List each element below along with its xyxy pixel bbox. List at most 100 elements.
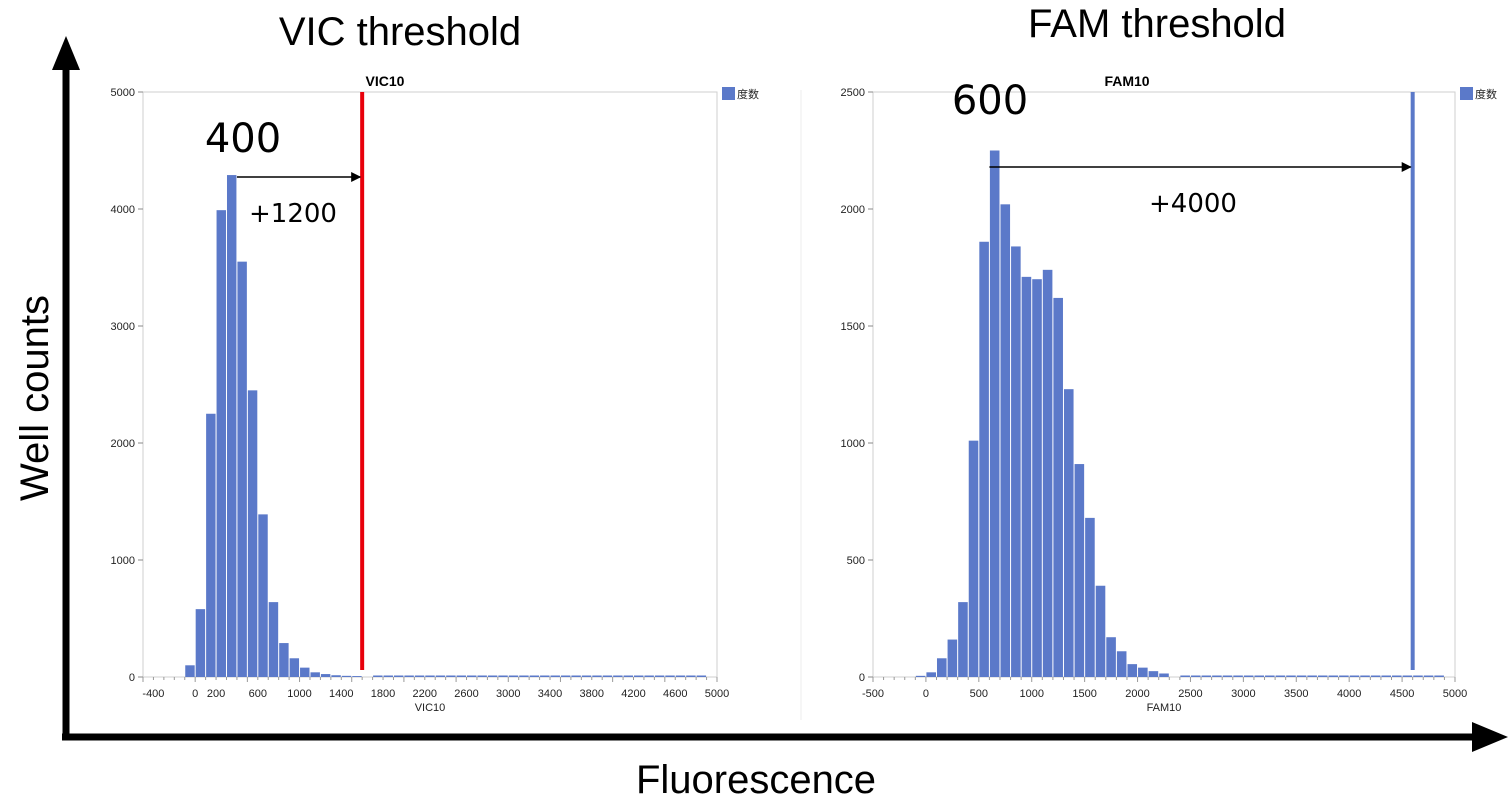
histogram-bar [915,675,926,677]
tail-bar [1392,675,1402,677]
histogram-bar [1011,246,1021,677]
x-tick-label: 2200 [413,688,437,700]
tail-bar [623,675,634,677]
tail-bar [1233,675,1243,677]
tail-bar [1349,675,1360,677]
x-tick-label: 1400 [329,688,353,700]
y-tick-label: 1000 [841,438,865,450]
tail-bar [592,675,602,677]
tail-bar [1201,675,1212,677]
tail-bar [550,675,560,677]
tail-bar [665,675,675,677]
fam10-histogram: FAM10 度数 0 500 1000 1500 2000 2500 -500 0 500 1000 1… [841,73,1497,714]
histogram-bar [1032,279,1042,677]
histogram-bar [989,150,1000,677]
histogram-bar [936,658,947,677]
tail-bar [529,675,540,677]
vic10-histogram: VIC10 度数 0 1000 2000 3000 4000 5000 -400 0 200 600 1… [111,73,759,714]
x-tick-label: 500 [970,688,988,700]
histogram-bar [247,390,258,677]
chart-title: VIC10 [366,73,405,89]
x-tick-label: 0 [923,688,929,700]
legend-swatch [722,87,735,100]
tail-bar [487,675,498,677]
y-tick-label: 0 [129,672,135,684]
y-tick-label: 1500 [841,321,865,333]
tail-bar [1360,675,1370,677]
histogram-bar [310,672,320,677]
x-arrow-head [1472,722,1508,752]
tail-bar [456,675,467,677]
offset-value-label: +1200 [249,199,337,229]
histogram-bar [352,676,362,677]
histogram-bar [185,665,195,677]
tail-bar [1423,675,1434,677]
histogram-bar [1000,204,1011,677]
figure-axes [52,36,1508,752]
tail-bar [1296,675,1307,677]
tail-bar [1286,675,1296,677]
tail-bar [560,675,571,677]
peak-value-label: 400 [205,116,281,162]
x-axis-title: FAM10 [1147,702,1182,714]
histogram-bar [1042,269,1053,677]
tail-bar [467,675,477,677]
x-tick-label: 3000 [496,688,520,700]
x-tick-label: 3400 [538,688,562,700]
tail-bar [1307,675,1317,677]
tail-bar [414,675,425,677]
histogram-bar [958,602,968,677]
y-tick-label: 0 [859,672,865,684]
tail-bar [435,675,446,677]
tail-bar [1254,675,1265,677]
tail-bar [446,675,456,677]
plot-frame [872,91,1456,678]
vic-threshold-heading: VIC threshold [279,10,521,54]
y-tick-label: 5000 [111,87,135,99]
tail-bar [634,675,644,677]
x-axis-label: Fluorescence [636,758,876,802]
tail-bar [602,675,613,677]
tail-bar [644,675,654,677]
histogram-bar [279,643,289,677]
histogram-bar [1074,464,1085,677]
fam-threshold-heading: FAM threshold [1028,2,1286,46]
legend-swatch [1460,87,1473,100]
y-axis-label: Well counts [13,295,57,501]
tail-bar [1275,675,1286,677]
y-tick-label: 2000 [111,438,135,450]
histogram-bar [341,675,352,677]
y-tick-label: 500 [847,555,865,567]
x-tick-label: 1500 [1072,688,1096,700]
tail-bar [519,675,529,677]
tail-bar [1265,675,1275,677]
histogram-bar [1138,667,1148,677]
x-tick-label: 4500 [1390,688,1414,700]
x-tick-label: 3800 [580,688,604,700]
histogram-bar [1053,297,1063,677]
tail-bar [571,675,581,677]
histogram-bar [1159,673,1169,677]
x-tick-label: 600 [249,688,267,700]
histogram-bar [1116,651,1127,677]
tail-bar [1328,675,1339,677]
y-tick-label: 4000 [111,204,135,216]
tail-bar [581,675,592,677]
tail-bar [1222,675,1233,677]
peak-value-label: 600 [952,78,1028,124]
x-tick-label: 4200 [621,688,645,700]
tail-bar [686,675,696,677]
tail-bar [508,675,519,677]
y-tick-label: 1000 [111,555,135,567]
chart-title: FAM10 [1104,73,1149,89]
legend-label: 度数 [737,87,759,101]
legend: 度数 [722,87,759,101]
x-tick-label: -400 [142,688,164,700]
x-tick-label: 1000 [287,688,311,700]
tail-bar [1370,675,1381,677]
x-tick-label: 4000 [1337,688,1361,700]
tail-bar [1212,675,1222,677]
x-tick-label: -500 [862,688,884,700]
histogram-bar [968,440,979,677]
histogram-bar [947,639,958,677]
